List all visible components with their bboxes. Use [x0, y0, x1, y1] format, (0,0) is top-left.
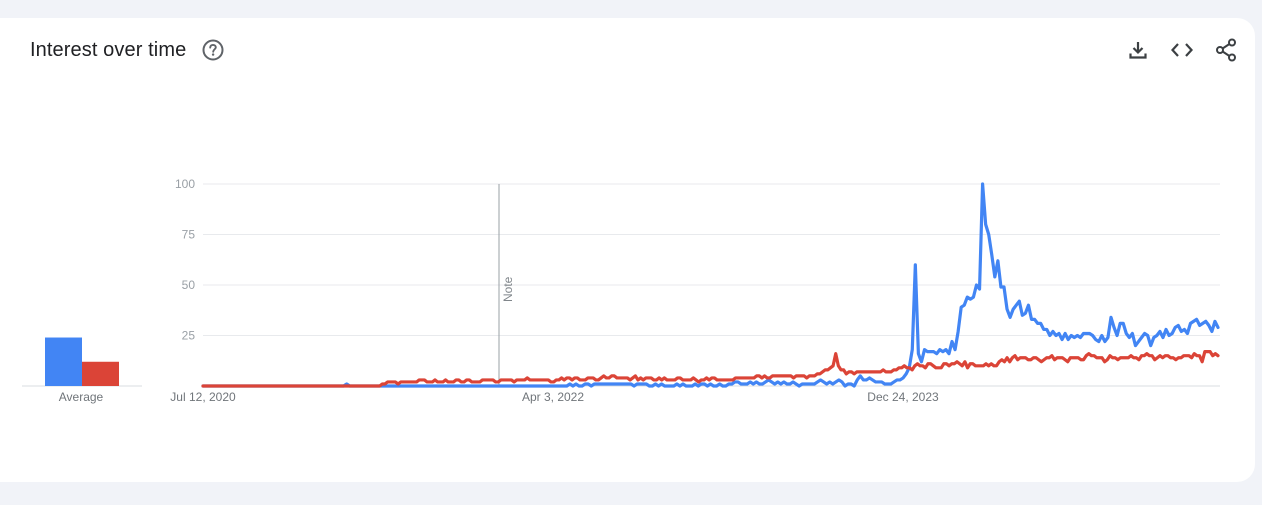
- gridlines: [203, 183, 1220, 387]
- series-lines: [201, 182, 1220, 388]
- x-tick-label: Apr 3, 2022: [522, 390, 584, 404]
- y-tick-label: 100: [175, 177, 195, 191]
- x-axis-ticks: Jul 12, 2020 Apr 3, 2022 Dec 24, 2023: [170, 390, 939, 404]
- help-icon[interactable]: [202, 39, 224, 61]
- code-icon[interactable]: [1170, 38, 1194, 62]
- series-line-red: [201, 350, 1220, 388]
- share-icon[interactable]: [1214, 38, 1238, 62]
- y-tick-label: 25: [182, 329, 196, 343]
- header-actions: [1126, 38, 1238, 62]
- card-title: Interest over time: [30, 38, 187, 61]
- download-icon[interactable]: [1126, 38, 1150, 62]
- y-tick-label: 50: [182, 278, 196, 292]
- note-label[interactable]: Note: [501, 276, 515, 302]
- average-label: Average: [59, 390, 104, 404]
- x-tick-label: Dec 24, 2023: [867, 390, 939, 404]
- x-tick-label: Jul 12, 2020: [170, 390, 236, 404]
- interest-over-time-card: [0, 18, 1255, 482]
- average-bars: Average: [22, 337, 142, 404]
- note-marker: Note: [498, 184, 515, 386]
- y-tick-label: 75: [182, 228, 196, 242]
- average-bar-red: [82, 361, 119, 386]
- average-bar-blue: [45, 337, 82, 386]
- y-axis-ticks: 25 50 75 100: [175, 177, 195, 343]
- card-header: Interest over time: [30, 36, 1238, 64]
